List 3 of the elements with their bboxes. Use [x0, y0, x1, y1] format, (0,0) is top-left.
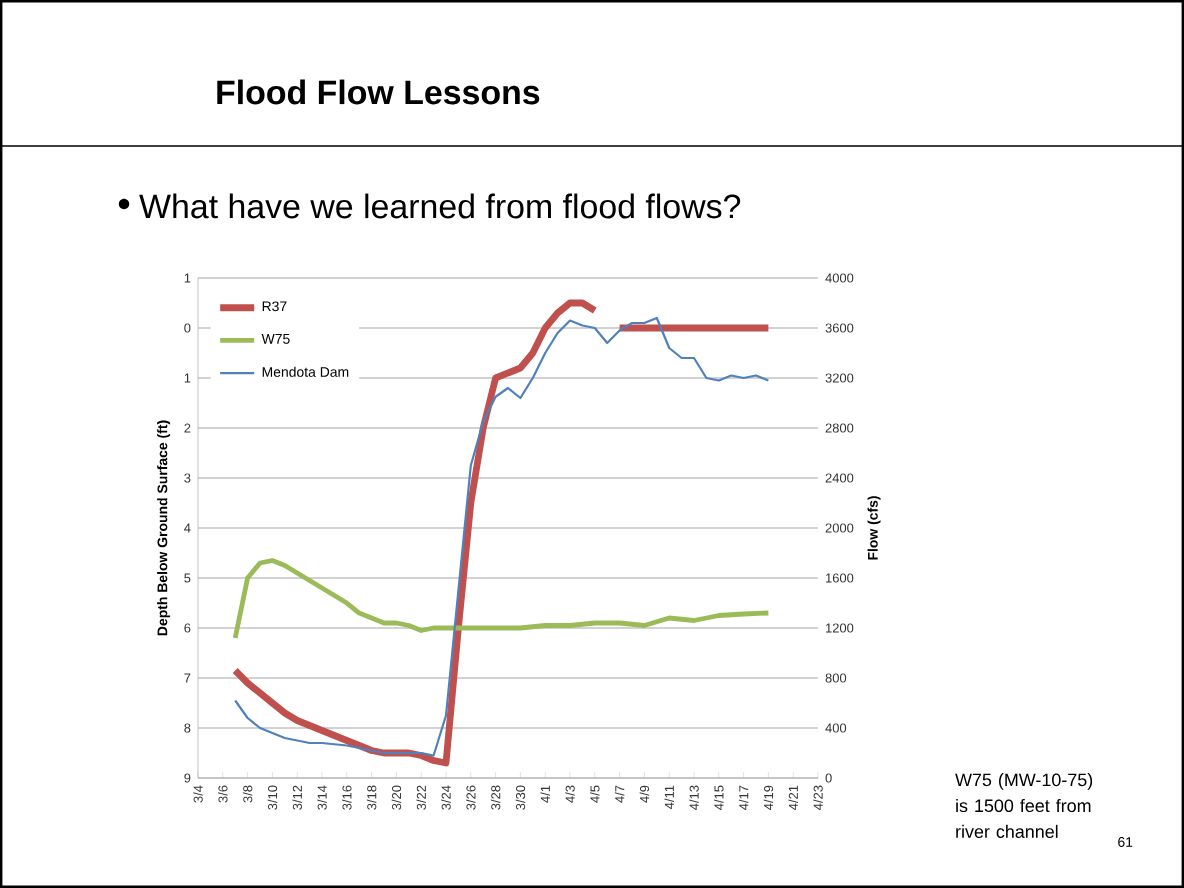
- text: W75 (MW-10-75) is 1500 feet from river channel: [955, 773, 1093, 839]
- chart-subtitle: What have we learned from flood flows?: [139, 193, 741, 219]
- chart-title: Flood Flow Lessons: [217, 79, 540, 105]
